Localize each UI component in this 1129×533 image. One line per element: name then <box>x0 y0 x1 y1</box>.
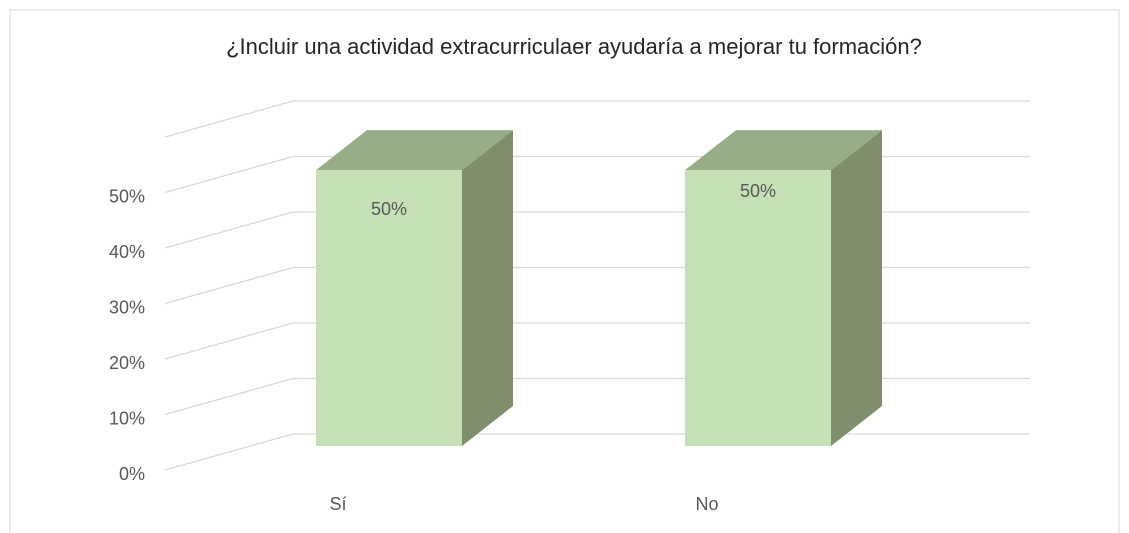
y-tick-label: 40% <box>109 242 145 262</box>
bar-side <box>462 130 513 446</box>
grid-top <box>164 100 294 138</box>
x-tick-label: Sí <box>329 494 346 514</box>
grid-line <box>164 211 294 249</box>
grid-line <box>164 377 294 416</box>
x-tick-label: No <box>695 494 718 514</box>
value-label: 50% <box>740 181 776 201</box>
y-tick-label: 20% <box>109 353 145 373</box>
grid-line <box>164 322 294 360</box>
grid-line <box>164 266 294 305</box>
y-tick-label: 50% <box>109 186 145 206</box>
y-tick-label: 10% <box>109 408 145 428</box>
grid-line <box>164 433 294 471</box>
chart-frame <box>9 9 1120 533</box>
bar-top <box>316 130 513 171</box>
y-tick-label: 30% <box>109 297 145 317</box>
chart-title: ¿Incluir una actividad extracurriculaer … <box>226 34 922 59</box>
bar-side <box>831 130 882 446</box>
value-label: 50% <box>371 199 407 219</box>
grid-line <box>164 155 294 194</box>
y-tick-label: 0% <box>119 464 145 484</box>
bar-top <box>685 130 882 171</box>
bar-front <box>685 170 831 446</box>
bar-front <box>316 170 462 446</box>
